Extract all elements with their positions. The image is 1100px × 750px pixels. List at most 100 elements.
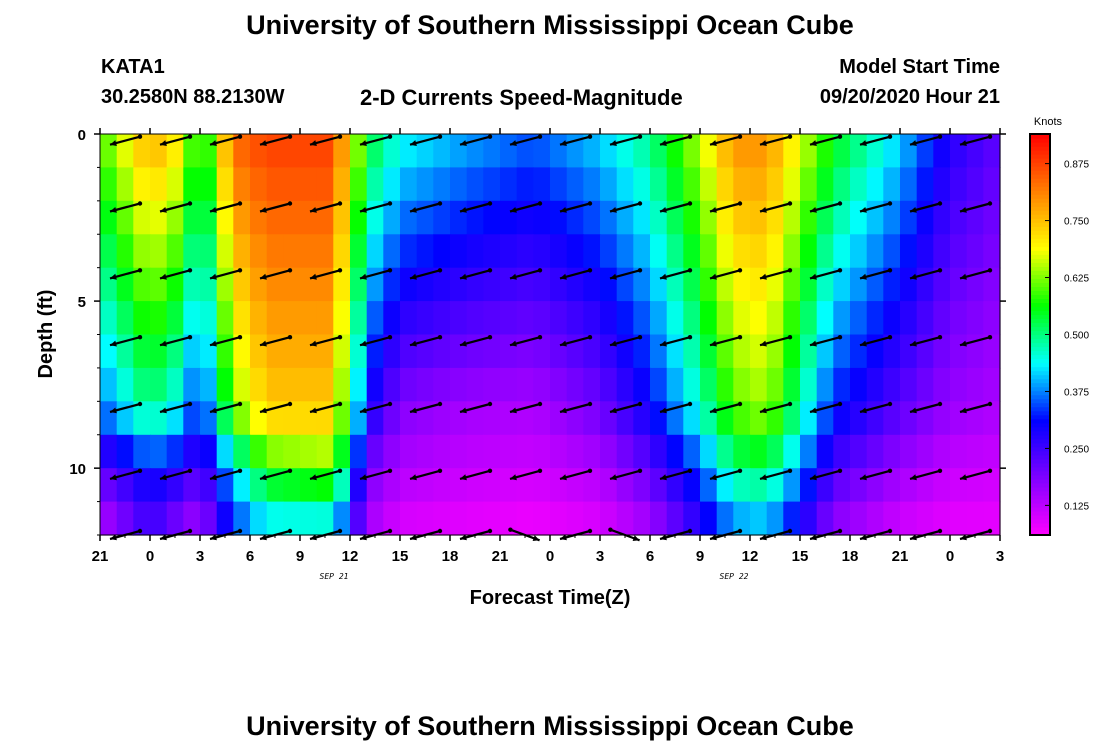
heatmap-cell bbox=[283, 200, 301, 235]
heatmap-cell bbox=[933, 501, 951, 536]
vector-arrow-tail bbox=[987, 401, 993, 407]
heatmap-cell bbox=[950, 267, 968, 302]
heatmap-cell bbox=[833, 267, 851, 302]
heatmap-cell bbox=[666, 167, 684, 202]
heatmap-cell bbox=[433, 434, 451, 469]
heatmap-cell bbox=[300, 501, 318, 536]
heatmap-cell bbox=[866, 501, 884, 536]
heatmap-cell bbox=[383, 267, 401, 302]
heatmap-cell bbox=[900, 234, 918, 269]
x-axis-label: Forecast Time(Z) bbox=[470, 587, 631, 609]
heatmap-cell bbox=[466, 234, 484, 269]
heatmap-cell bbox=[316, 434, 334, 469]
heatmap-cell bbox=[333, 501, 351, 536]
vector-arrow-tail bbox=[337, 528, 343, 534]
heatmap-cell bbox=[866, 367, 884, 402]
colorbar-segment bbox=[1030, 318, 1050, 324]
colorbar-segment bbox=[1030, 362, 1050, 368]
heatmap-cell bbox=[650, 167, 668, 202]
x-tick-label: 18 bbox=[442, 548, 459, 565]
heatmap-cell bbox=[650, 468, 668, 503]
heatmap-cell bbox=[933, 167, 951, 202]
heatmap-cell bbox=[650, 501, 668, 536]
heatmap-cell bbox=[383, 167, 401, 202]
heatmap-cell bbox=[250, 401, 268, 436]
colorbar-segment bbox=[1030, 390, 1050, 396]
vector-arrow-head bbox=[560, 273, 567, 280]
vector-arrow-head bbox=[810, 407, 817, 414]
vector-arrow-tail bbox=[387, 268, 393, 273]
colorbar-tick-label: 0.250 bbox=[1064, 444, 1089, 455]
vector-arrow-tail bbox=[137, 401, 143, 407]
heatmap-cell bbox=[400, 468, 418, 503]
vector-arrow-tail bbox=[137, 268, 143, 273]
heatmap-cell bbox=[600, 334, 618, 369]
colorbar-segment bbox=[1030, 314, 1050, 320]
vector-arrow-tail bbox=[537, 335, 543, 340]
heatmap-cell bbox=[216, 367, 234, 402]
colorbar-segment bbox=[1030, 530, 1050, 536]
heatmap-cell bbox=[733, 468, 751, 503]
heatmap-cell bbox=[850, 301, 868, 336]
current-speed-chart: 21 0 3 6 9 12 15 18 21 0 3 6 9 12 15 18 21 0 3 SEP 21 SEP 22… bbox=[35, 116, 1089, 609]
vector-arrow-tail bbox=[737, 528, 743, 534]
vector-arrow-tail bbox=[387, 201, 393, 206]
colorbar-segment bbox=[1030, 354, 1050, 360]
vector-arrow-tail bbox=[637, 201, 643, 206]
colorbar-tick-label: 0.375 bbox=[1064, 387, 1089, 398]
heatmap-cell bbox=[983, 134, 1001, 168]
vector-arrow-tail bbox=[737, 335, 743, 340]
heatmap-cell bbox=[233, 468, 251, 503]
heatmap-cell bbox=[183, 200, 201, 235]
heatmap-cell bbox=[883, 134, 901, 168]
heatmap-cell bbox=[416, 167, 434, 202]
vector-arrow-tail bbox=[537, 401, 543, 407]
vector-arrow-tail bbox=[987, 335, 993, 340]
colorbar-segment bbox=[1030, 518, 1050, 524]
vector-arrow-head bbox=[160, 340, 167, 347]
vector-arrow-tail bbox=[608, 527, 613, 532]
colorbar-segment bbox=[1030, 414, 1050, 420]
heatmap-cell bbox=[100, 501, 118, 536]
heatmap-cell bbox=[716, 434, 734, 469]
heatmap-cell bbox=[300, 334, 318, 369]
heatmap-cell bbox=[116, 167, 134, 202]
colorbar-segment bbox=[1030, 298, 1050, 304]
colorbar-segment bbox=[1030, 374, 1050, 380]
heatmap-cell bbox=[150, 367, 168, 402]
heatmap-cell bbox=[683, 334, 701, 369]
colorbar-segment bbox=[1030, 142, 1050, 147]
heatmap-cell bbox=[233, 200, 251, 235]
vector-arrow-tail bbox=[387, 401, 393, 407]
vector-arrow-tail bbox=[937, 201, 943, 206]
colorbar-segment bbox=[1030, 378, 1050, 384]
heatmap-cell bbox=[633, 434, 651, 469]
colorbar-segment bbox=[1030, 226, 1050, 231]
vector-arrow-head bbox=[710, 407, 717, 414]
vector-arrow-tail bbox=[487, 335, 493, 340]
vector-arrow-head bbox=[660, 474, 667, 481]
heatmap-cell bbox=[300, 401, 318, 436]
heatmap-cell bbox=[433, 501, 451, 536]
heatmap-cell bbox=[433, 200, 451, 235]
heatmap-cell bbox=[733, 434, 751, 469]
vector-arrow-head bbox=[860, 207, 867, 213]
colorbar-segment bbox=[1030, 506, 1050, 512]
vector-arrow-tail bbox=[787, 335, 793, 340]
heatmap-cell bbox=[833, 301, 851, 336]
heatmap-cell bbox=[366, 301, 384, 336]
vector-arrow-tail bbox=[687, 201, 693, 206]
vector-arrow-head bbox=[560, 407, 567, 414]
heatmap-cell bbox=[583, 401, 601, 436]
x-tick-label: 3 bbox=[996, 548, 1004, 565]
y-tick-label: 5 bbox=[78, 294, 86, 311]
heatmap-cell bbox=[533, 334, 551, 369]
heatmap-cell bbox=[733, 134, 751, 168]
heatmap-cell bbox=[333, 401, 351, 436]
vector-arrow-head bbox=[560, 140, 567, 146]
heatmap-cell bbox=[533, 501, 551, 536]
vector-arrow-head bbox=[160, 273, 167, 280]
heatmap-cell bbox=[233, 234, 251, 269]
heatmap-cell bbox=[900, 200, 918, 235]
vector-arrow-tail bbox=[187, 401, 193, 407]
